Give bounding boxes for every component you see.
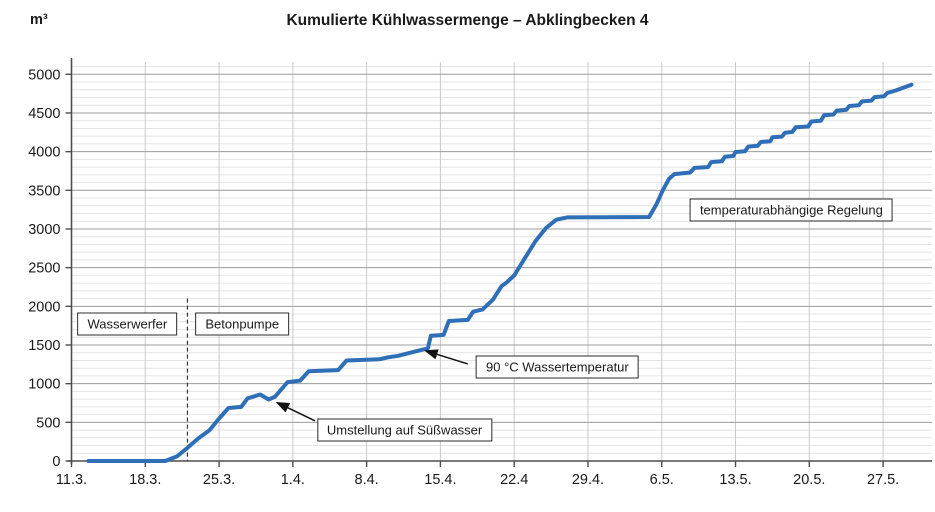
annotation-90c-wassertemperatur: 90 °C Wassertemperatur: [476, 355, 639, 379]
y-tick-label: 3500: [28, 183, 60, 199]
chart-title: Kumulierte Kühlwassermenge – Abklingbeck…: [286, 12, 649, 29]
x-tick-label: 8.4.: [355, 472, 379, 488]
tick-marks: [65, 73, 884, 467]
y-tick-label: 1500: [28, 338, 60, 354]
x-tick-label: 20.5.: [793, 472, 825, 488]
y-tick-label: 4000: [28, 145, 60, 161]
annotation-umstellung-suesswasser: Umstellung auf Süßwasser: [316, 418, 493, 442]
annotation-umstellung-label: Umstellung auf Süßwasser: [326, 422, 483, 438]
x-tick-label: 29.4.: [572, 472, 604, 488]
annotation-arrows: [275, 349, 469, 422]
x-tick-label: 22.4: [500, 472, 528, 488]
x-tick-label: 27.5.: [867, 472, 899, 488]
axes: [67, 58, 932, 464]
y-tick-label: 500: [36, 415, 60, 431]
major-gridlines: [71, 73, 932, 423]
annotation-regelung-label: temperaturabhängige Regelung: [699, 202, 883, 218]
annotation-wassertemperatur-label: 90 °C Wassertemperatur: [486, 359, 629, 375]
y-tick-label: 1000: [28, 377, 60, 393]
minor-gridlines: [71, 66, 932, 454]
y-tick-label: 5000: [28, 67, 60, 83]
y-tick-label: 0: [52, 454, 60, 470]
annotation-temperaturabhaengige-regelung: temperaturabhängige Regelung: [689, 198, 893, 222]
x-tick-label: 6.5.: [650, 472, 674, 488]
annotation-betonpumpe: Betonpumpe: [195, 312, 290, 336]
y-axis-unit-label: m³: [30, 12, 48, 28]
vertical-gridlines: [144, 62, 884, 461]
x-tick-label: 15.4.: [424, 472, 456, 488]
annotation-arrow-umstellung: [275, 401, 316, 422]
annotation-wasserwerfer: Wasserwerfer: [77, 312, 178, 336]
annotation-betonpumpe-label: Betonpumpe: [205, 316, 280, 332]
x-tick-labels: 11.3. 18.3. 25.3. 1.4. 8.4. 15.4. 22.4 29.4. 6.5…: [56, 472, 899, 488]
y-tick-labels: 0 500 1000 1500 2000 2500 3000 3500 4000 4500 5000: [28, 67, 60, 470]
x-tick-label: 25.3.: [203, 472, 235, 488]
x-tick-label: 11.3.: [56, 472, 87, 488]
y-tick-label: 3000: [28, 222, 60, 238]
y-tick-label: 2500: [28, 261, 60, 277]
cooling-water-line: [86, 82, 914, 463]
x-tick-label: 1.4.: [281, 472, 305, 488]
x-tick-label: 13.5.: [719, 472, 751, 488]
y-tick-label: 2000: [28, 299, 60, 315]
annotation-wasserwerfer-label: Wasserwerfer: [87, 316, 168, 332]
x-tick-label: 18.3.: [129, 472, 161, 488]
y-tick-label: 4500: [28, 106, 60, 122]
annotation-arrow-wassertemperatur: [424, 349, 469, 365]
